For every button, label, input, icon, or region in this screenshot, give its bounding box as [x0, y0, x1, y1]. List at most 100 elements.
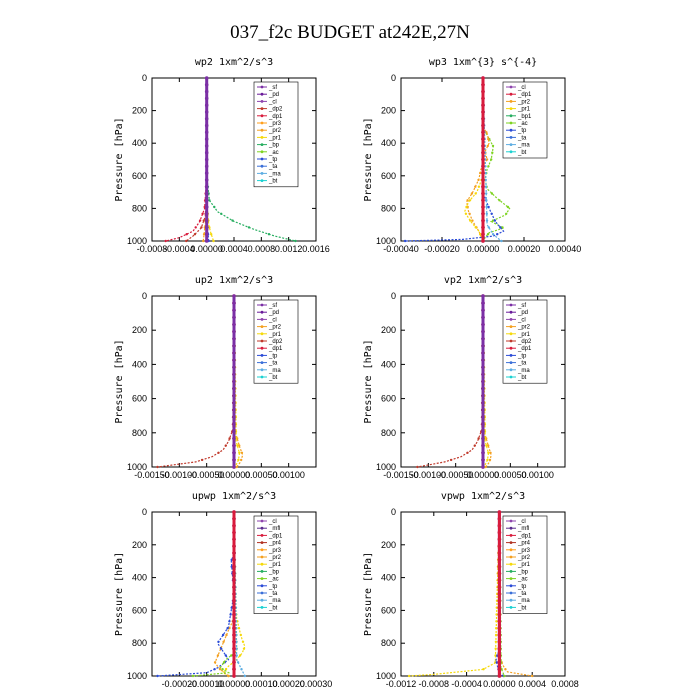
series-point	[185, 239, 188, 243]
series-point	[224, 444, 227, 447]
legend-marker	[260, 136, 264, 139]
series-point	[490, 212, 493, 215]
series-point	[230, 654, 233, 657]
series-line-dp2	[417, 295, 484, 468]
panel-title: vpwp 1xm^2/s^3	[441, 491, 525, 502]
y-tick-label: 800	[381, 638, 396, 648]
series-point	[490, 158, 493, 161]
series-point	[484, 158, 487, 161]
y-tick-label: 800	[132, 638, 147, 648]
x-tick-label: -0.00010	[189, 679, 225, 689]
series-line-tp	[206, 77, 210, 242]
legend-label: _dp2	[268, 107, 283, 113]
series-point	[484, 185, 488, 188]
y-axis-label: Pressure [hPa]	[363, 552, 374, 636]
legend-marker	[260, 107, 264, 110]
series-point	[485, 212, 488, 215]
series-point	[240, 451, 244, 454]
series-point	[481, 429, 485, 434]
panel-title: vp2 1xm^2/s^3	[444, 275, 522, 286]
series-point	[464, 212, 468, 215]
panel-title: up2 1xm^2/s^3	[195, 275, 273, 286]
legend-marker	[260, 121, 264, 125]
legend-label: _bt	[268, 179, 278, 185]
y-tick-label: 600	[132, 394, 147, 404]
series-point	[481, 157, 485, 162]
series-point	[237, 627, 241, 630]
series-point	[481, 386, 485, 391]
y-axis-label: Pressure [hPa]	[114, 552, 125, 636]
series-point	[217, 451, 220, 454]
series-point	[491, 233, 495, 236]
series-point	[232, 365, 236, 370]
y-tick-label: 600	[381, 171, 396, 181]
legend-label: _bt	[268, 605, 278, 611]
series-point	[222, 640, 225, 643]
legend-marker	[260, 541, 264, 544]
legend-marker	[509, 368, 513, 372]
legend-marker	[260, 339, 264, 343]
legend-marker	[260, 606, 264, 609]
series-point	[481, 184, 485, 189]
legend-label: _ta	[517, 591, 527, 597]
series-point	[497, 640, 502, 644]
legend-label: _bp	[517, 569, 529, 575]
x-tick-label: 0.00000	[190, 244, 223, 254]
x-tick-label: 0.00050	[494, 470, 527, 480]
series-point	[204, 89, 209, 94]
series-point	[204, 130, 209, 135]
legend-marker	[260, 128, 264, 132]
y-tick-label: 200	[132, 540, 147, 550]
legend-label: _sf	[517, 303, 526, 309]
legend-label: _pd	[517, 310, 528, 316]
series-point	[481, 212, 485, 216]
legend-marker	[509, 332, 513, 336]
series-point	[204, 96, 209, 101]
series-point	[191, 674, 195, 678]
series-point	[485, 205, 488, 209]
series-point	[232, 329, 236, 334]
series-point	[449, 458, 453, 462]
legend-marker	[260, 555, 264, 559]
x-tick-label: 0.0004	[518, 679, 546, 689]
series-point	[497, 585, 502, 589]
series-point	[481, 322, 485, 327]
y-tick-label: 1000	[376, 671, 396, 681]
series-point	[491, 151, 494, 154]
legend-marker	[260, 526, 264, 530]
legend-marker	[509, 526, 513, 530]
legend-label: _tp	[268, 157, 278, 163]
series-point	[204, 137, 209, 141]
series-point	[481, 365, 485, 370]
panel-title: upwp 1xm^2/s^3	[192, 491, 276, 502]
series-point	[468, 199, 472, 202]
legend-marker	[509, 570, 513, 573]
legend-label: _ma	[268, 598, 281, 604]
legend-box	[253, 81, 299, 188]
series-point	[238, 654, 242, 657]
legend-label: _cl	[517, 85, 526, 91]
y-tick-label: 1000	[376, 462, 396, 472]
series-point	[481, 218, 485, 223]
series-point	[481, 117, 485, 121]
series-point	[481, 171, 485, 175]
series-point	[237, 458, 240, 462]
series-point	[494, 647, 497, 650]
series-point	[505, 212, 508, 215]
series-point	[485, 444, 488, 447]
chart-panel-6: vpwp 1xm^2/s^3 Pressure [hPa] 0 200 400 600 80…	[363, 491, 579, 689]
series-point	[232, 379, 236, 384]
series-point	[232, 523, 236, 528]
series-point	[232, 351, 236, 355]
y-tick-label: 600	[381, 394, 396, 404]
y-tick-label: 800	[381, 203, 396, 213]
y-tick-label: 0	[391, 73, 396, 83]
x-tick-label: 0.0012	[275, 244, 303, 254]
legend-marker	[260, 346, 264, 350]
series-point	[232, 337, 236, 341]
series-line-dp2	[185, 78, 208, 242]
series-point	[221, 668, 224, 671]
plot-frame	[400, 511, 566, 677]
series-point	[481, 351, 485, 355]
y-axis-label: Pressure [hPa]	[363, 117, 374, 201]
